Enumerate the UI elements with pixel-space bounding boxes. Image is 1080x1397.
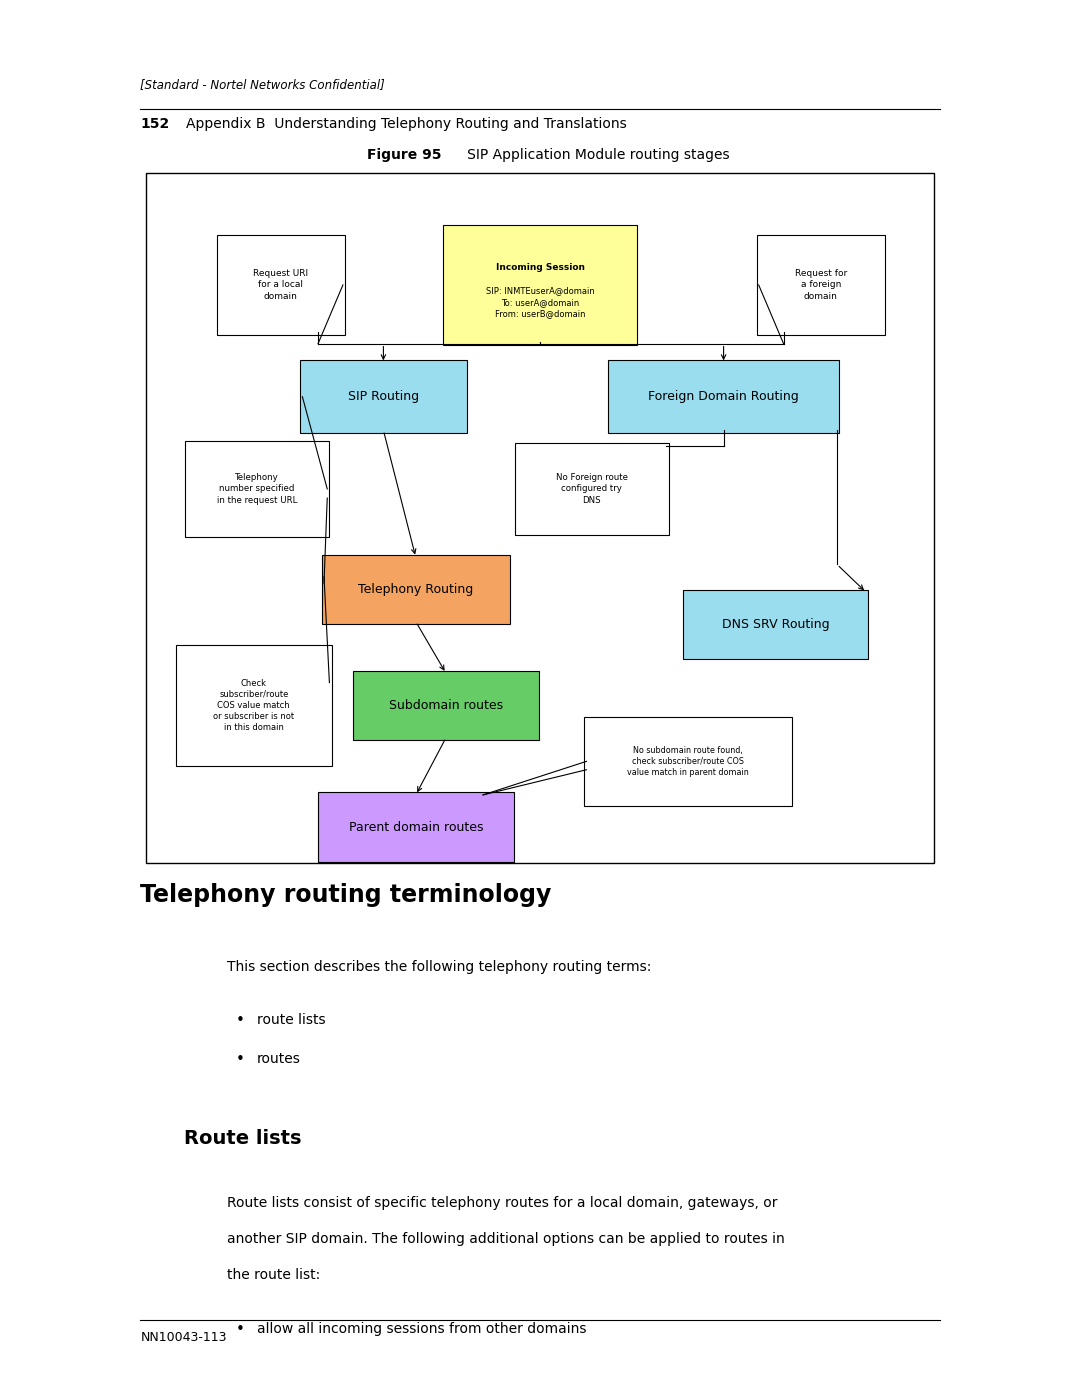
- Text: •: •: [235, 1013, 244, 1028]
- Text: DNS SRV Routing: DNS SRV Routing: [721, 617, 829, 631]
- Text: Appendix B  Understanding Telephony Routing and Translations: Appendix B Understanding Telephony Routi…: [186, 117, 626, 131]
- Text: allow all incoming sessions from other domains: allow all incoming sessions from other d…: [257, 1322, 586, 1336]
- Text: Foreign Domain Routing: Foreign Domain Routing: [648, 390, 799, 404]
- Text: SIP: INMTEuserA@domain
To: userA@domain
From: userB@domain: SIP: INMTEuserA@domain To: userA@domain …: [486, 286, 594, 317]
- Text: Request for
a foreign
domain: Request for a foreign domain: [795, 270, 847, 300]
- Text: NN10043-113: NN10043-113: [140, 1331, 227, 1344]
- Text: •: •: [235, 1052, 244, 1067]
- FancyBboxPatch shape: [217, 235, 346, 335]
- Bar: [146, 173, 934, 863]
- FancyBboxPatch shape: [185, 440, 329, 536]
- Text: •: •: [235, 1322, 244, 1337]
- Text: Telephony
number specified
in the request URL: Telephony number specified in the reques…: [217, 474, 297, 504]
- Text: the route list:: the route list:: [227, 1268, 320, 1282]
- FancyBboxPatch shape: [318, 792, 514, 862]
- Text: Request URI
for a local
domain: Request URI for a local domain: [253, 270, 309, 300]
- Text: Check
subscriber/route
COS value match
or subscriber is not
in this domain: Check subscriber/route COS value match o…: [213, 679, 295, 732]
- Text: Telephony Routing: Telephony Routing: [359, 583, 473, 597]
- Text: SIP Routing: SIP Routing: [348, 390, 419, 404]
- FancyBboxPatch shape: [322, 555, 510, 624]
- Text: Figure 95: Figure 95: [367, 148, 442, 162]
- Text: routes: routes: [257, 1052, 301, 1066]
- Text: No subdomain route found,
check subscriber/route COS
value match in parent domai: No subdomain route found, check subscrib…: [627, 746, 748, 777]
- FancyBboxPatch shape: [683, 590, 868, 659]
- Text: Parent domain routes: Parent domain routes: [349, 820, 483, 834]
- FancyBboxPatch shape: [515, 443, 669, 535]
- Text: [Standard - Nortel Networks Confidential]: [Standard - Nortel Networks Confidential…: [140, 78, 386, 91]
- Text: Route lists consist of specific telephony routes for a local domain, gateways, o: Route lists consist of specific telephon…: [227, 1196, 778, 1210]
- FancyBboxPatch shape: [300, 360, 467, 433]
- Text: 152: 152: [140, 117, 170, 131]
- FancyBboxPatch shape: [176, 645, 332, 766]
- Text: No Foreign route
configured try
DNS: No Foreign route configured try DNS: [556, 474, 627, 504]
- FancyBboxPatch shape: [353, 671, 539, 740]
- FancyBboxPatch shape: [443, 225, 636, 345]
- Text: Route lists: Route lists: [184, 1129, 301, 1148]
- FancyBboxPatch shape: [756, 235, 886, 335]
- Text: SIP Application Module routing stages: SIP Application Module routing stages: [454, 148, 729, 162]
- Text: Subdomain routes: Subdomain routes: [389, 698, 503, 712]
- Text: another SIP domain. The following additional options can be applied to routes in: another SIP domain. The following additi…: [227, 1232, 784, 1246]
- FancyBboxPatch shape: [608, 360, 839, 433]
- Text: Telephony routing terminology: Telephony routing terminology: [140, 883, 552, 907]
- Text: This section describes the following telephony routing terms:: This section describes the following tel…: [227, 960, 651, 974]
- FancyBboxPatch shape: [584, 717, 792, 806]
- Text: route lists: route lists: [257, 1013, 326, 1027]
- Text: Incoming Session: Incoming Session: [496, 263, 584, 272]
